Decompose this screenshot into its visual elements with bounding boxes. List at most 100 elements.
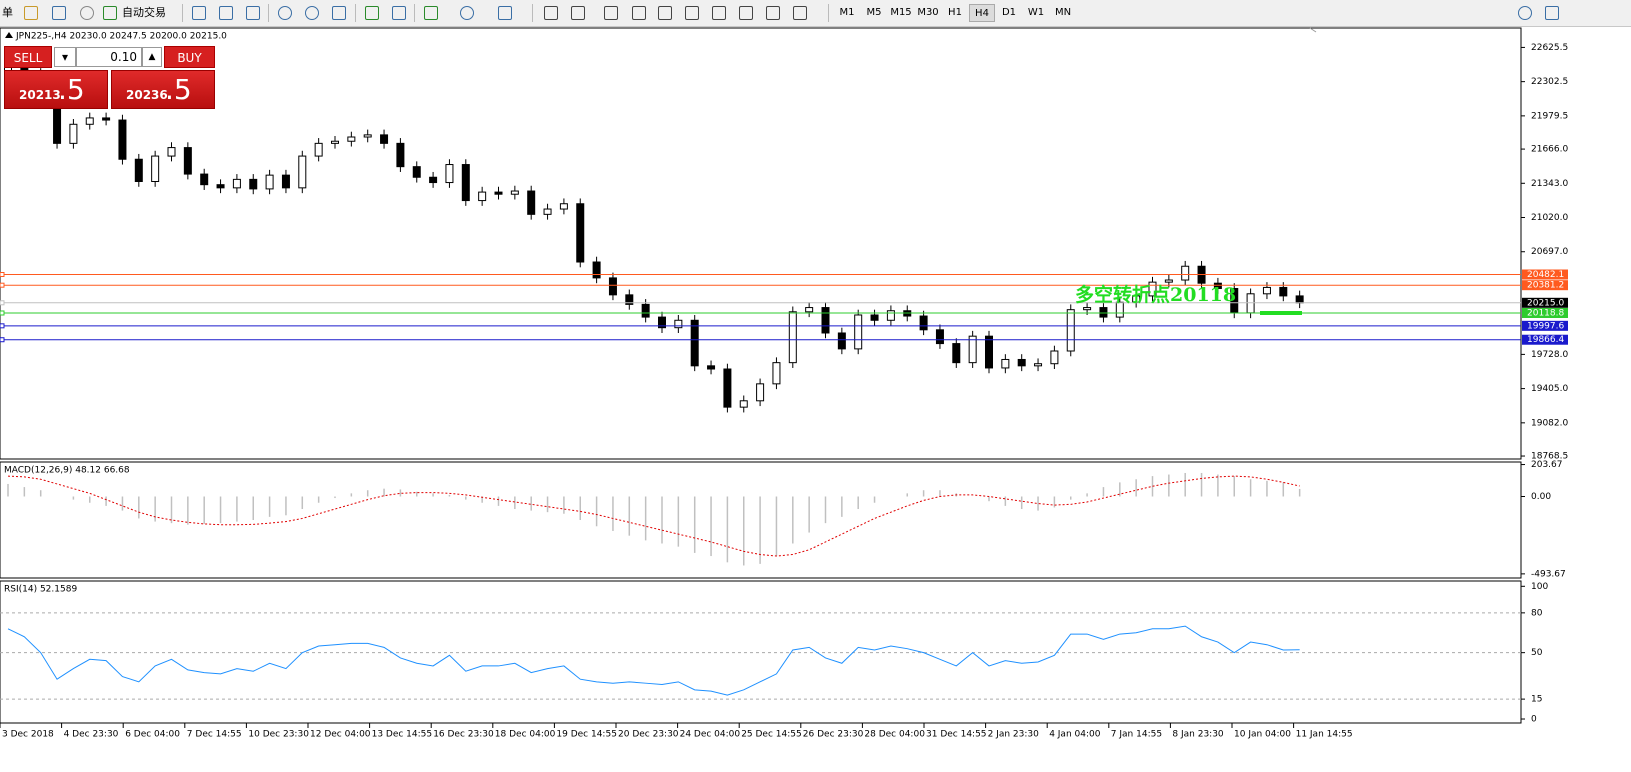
sell-button[interactable]: SELL (4, 46, 52, 68)
y-tick-label: 19728.0 (1531, 350, 1568, 360)
y-tick-label: 100 (1531, 582, 1548, 592)
icon[interactable] (712, 6, 726, 20)
timeframe-button[interactable]: M5 (866, 7, 882, 18)
y-tick-label: 19405.0 (1531, 384, 1568, 394)
icon[interactable] (103, 6, 117, 20)
candle-body (363, 134, 372, 138)
bid-main: 20213 (19, 88, 61, 102)
icon[interactable] (424, 6, 438, 20)
x-tick-label: 10 Dec 23:30 (248, 730, 309, 740)
candle-body (134, 158, 143, 182)
candle-body (543, 208, 552, 215)
icon[interactable] (498, 6, 512, 20)
candle-body (1099, 307, 1108, 318)
toolbar: 单 自动交易 M1 M5 M15 M30 H1 H4 D1 W1 MN (0, 0, 1631, 27)
candle-body (1295, 295, 1304, 304)
lot-up[interactable]: ▲ (142, 47, 162, 67)
auto-trade-button[interactable]: 自动交易 (122, 6, 166, 19)
buy-button[interactable]: BUY (164, 46, 215, 68)
timeframe-button[interactable]: H4 (969, 4, 995, 22)
candle-body (1050, 350, 1059, 365)
y-tick-label: 19082.0 (1531, 418, 1568, 428)
y-tick-label: 21343.0 (1531, 179, 1568, 189)
separator (532, 4, 533, 22)
icon[interactable] (604, 6, 618, 20)
icon[interactable] (632, 6, 646, 20)
price-label-bg (1522, 334, 1568, 345)
candle-body (886, 310, 895, 321)
icon[interactable] (793, 6, 807, 20)
timeframe-button[interactable]: W1 (1027, 7, 1045, 18)
timeframe-button[interactable]: MN (1054, 7, 1072, 18)
candle-body (69, 123, 78, 144)
icon[interactable] (685, 6, 699, 20)
ask-price[interactable]: 20236 .5 (111, 70, 215, 109)
icon[interactable] (739, 6, 753, 20)
y-tick-label: 15 (1531, 695, 1542, 705)
candle-body (968, 335, 977, 364)
icon[interactable] (1545, 6, 1559, 20)
icon[interactable] (392, 6, 406, 20)
icon[interactable] (365, 6, 379, 20)
x-tick-label: 12 Dec 04:00 (310, 730, 371, 740)
y-tick-label: 22302.5 (1531, 77, 1568, 87)
icon[interactable] (24, 6, 38, 20)
icon[interactable] (571, 6, 585, 20)
candle-body (821, 307, 830, 334)
x-tick-label: 7 Jan 14:55 (1111, 730, 1162, 740)
x-tick-label: 3 Dec 2018 (2, 730, 54, 740)
search-icon[interactable] (1518, 6, 1532, 20)
candle-body (690, 319, 699, 367)
candle-body (85, 117, 94, 125)
timeframe-button[interactable]: M15 (890, 7, 912, 18)
icon[interactable] (246, 6, 260, 20)
ask-pip: .5 (165, 73, 192, 106)
timeframe-button[interactable]: D1 (1001, 7, 1017, 18)
candle-body (510, 190, 519, 195)
candle-body (167, 147, 176, 157)
x-tick-label: 16 Dec 23:30 (433, 730, 494, 740)
icon[interactable] (544, 6, 558, 20)
icon[interactable] (305, 6, 319, 20)
icon[interactable] (52, 6, 66, 20)
price-line-handle (0, 272, 5, 278)
y-tick-label: 20697.0 (1531, 247, 1568, 257)
candle-body (281, 174, 290, 189)
separator (414, 4, 415, 22)
y-tick-label: 0 (1531, 715, 1537, 725)
icon[interactable] (192, 6, 206, 20)
icon[interactable] (278, 6, 292, 20)
bid-price[interactable]: 20213 .5 (4, 70, 108, 109)
price-label: 20381.2 (1527, 281, 1564, 291)
x-tick-label: 26 Dec 23:30 (803, 730, 864, 740)
candle-body (739, 400, 748, 408)
menu-item[interactable]: 单 (2, 6, 13, 19)
candle-body (118, 119, 127, 160)
candle-body (1017, 358, 1026, 367)
candle-body (1132, 295, 1141, 303)
candle-body (608, 277, 617, 296)
price-label-bg (1522, 297, 1568, 308)
lot-down[interactable]: ▾ (54, 47, 76, 67)
icon[interactable] (460, 6, 474, 20)
candle-body (298, 155, 307, 189)
candle-body (429, 176, 438, 184)
timeframe-button[interactable]: M30 (917, 7, 939, 18)
price-label: 20215.0 (1527, 298, 1564, 308)
bid-pip: .5 (58, 73, 85, 106)
icon[interactable] (332, 6, 346, 20)
y-tick-label: 21666.0 (1531, 145, 1568, 155)
icon[interactable] (219, 6, 233, 20)
x-tick-label: 28 Dec 04:00 (864, 730, 925, 740)
candle-body (1083, 307, 1092, 311)
candle-body (707, 365, 716, 370)
icon[interactable] (766, 6, 780, 20)
icon[interactable] (658, 6, 672, 20)
lot-input[interactable]: 0.10 (76, 47, 142, 67)
icon[interactable] (80, 6, 94, 20)
timeframe-button[interactable]: H1 (948, 7, 962, 18)
price-line-handle (0, 323, 5, 329)
timeframe-button[interactable]: M1 (839, 7, 855, 18)
trade-panel: SELL ▾ 0.10 ▲ BUY 20213 .5 20236 .5 (4, 46, 215, 109)
candle-body (527, 190, 536, 215)
